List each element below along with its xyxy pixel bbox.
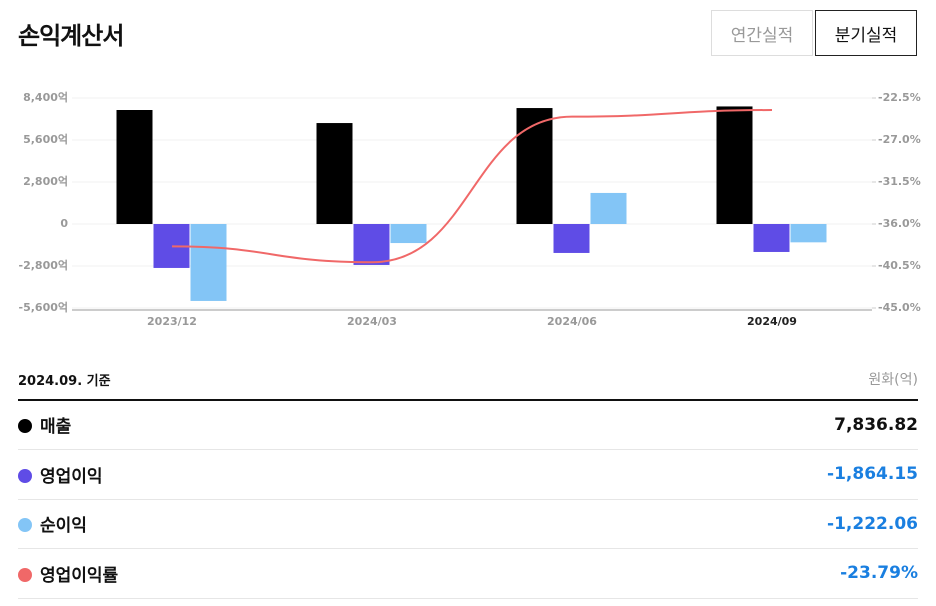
row-value: 7,836.82 (834, 414, 918, 435)
y-tick-label: 5,600억 (23, 133, 68, 146)
bar (553, 224, 590, 253)
y-tick-label: 2,800억 (23, 175, 68, 188)
basis-date: 2024.09. 기준 (18, 374, 111, 389)
divider (18, 399, 918, 401)
legend-dot (18, 419, 32, 433)
bar (590, 192, 627, 224)
row-value: -23.79% (840, 563, 918, 583)
summary-row: 순이익 -1,222.06 (18, 499, 918, 549)
row-label: 영업이익률 (18, 561, 118, 586)
y2-tick-label: -36.0% (878, 217, 921, 230)
row-value: -1,222.06 (827, 513, 918, 534)
chart: -5,600억 -2,800억 0 2,800억 5,600억 8,400억 -45.0% -… (19, 91, 921, 328)
bar (116, 110, 153, 224)
series-name: 매출 (40, 417, 72, 437)
row-label: 영업이익 (18, 462, 103, 487)
bar (716, 106, 753, 224)
summary-row: 영업이익률 -23.79% (18, 549, 918, 599)
y-tick-label: -2,800억 (19, 259, 68, 272)
legend-dot (18, 518, 32, 532)
y-tick-label: -5,600억 (19, 301, 68, 314)
x-tick-label: 2024/09 (747, 315, 797, 328)
summary-row: 매출 7,836.82 (18, 400, 918, 450)
legend-dot (18, 567, 32, 582)
x-tick-label: 2024/03 (347, 315, 397, 328)
y2-tick-label: -45.0% (878, 301, 921, 314)
row-label: 매출 (18, 412, 71, 437)
y2-tick-label: -27.0% (878, 133, 921, 146)
series-name: 영업이익률 (40, 565, 119, 586)
bar (753, 224, 790, 252)
series-name: 영업이익 (40, 466, 103, 487)
row-label: 순이익 (18, 511, 87, 536)
y2-tick-label: -40.5% (878, 259, 921, 272)
y2-tick-label: -22.5% (878, 91, 921, 104)
series-name: 순이익 (40, 516, 87, 536)
page-title: 손익계산서 (18, 22, 124, 50)
y2-tick-label: -31.5% (878, 175, 921, 188)
bar (390, 224, 427, 244)
y-tick-label: 0 (60, 217, 68, 230)
unit: 원화(억) (868, 372, 918, 388)
bar (790, 224, 827, 243)
x-tick-label: 2023/12 (147, 315, 197, 328)
tab[interactable]: 분기실적 (815, 10, 917, 56)
y-tick-label: 8,400억 (23, 91, 68, 104)
bar (316, 123, 353, 224)
tab[interactable]: 연간실적 (711, 10, 813, 56)
summary-row: 영업이익 -1,864.15 (18, 450, 918, 500)
legend-dot (18, 468, 32, 483)
x-tick-label: 2024/06 (547, 315, 597, 328)
line (171, 109, 773, 264)
bar (353, 224, 390, 265)
bar (190, 224, 227, 301)
bar (516, 108, 553, 224)
row-value: -1,864.15 (827, 464, 918, 484)
